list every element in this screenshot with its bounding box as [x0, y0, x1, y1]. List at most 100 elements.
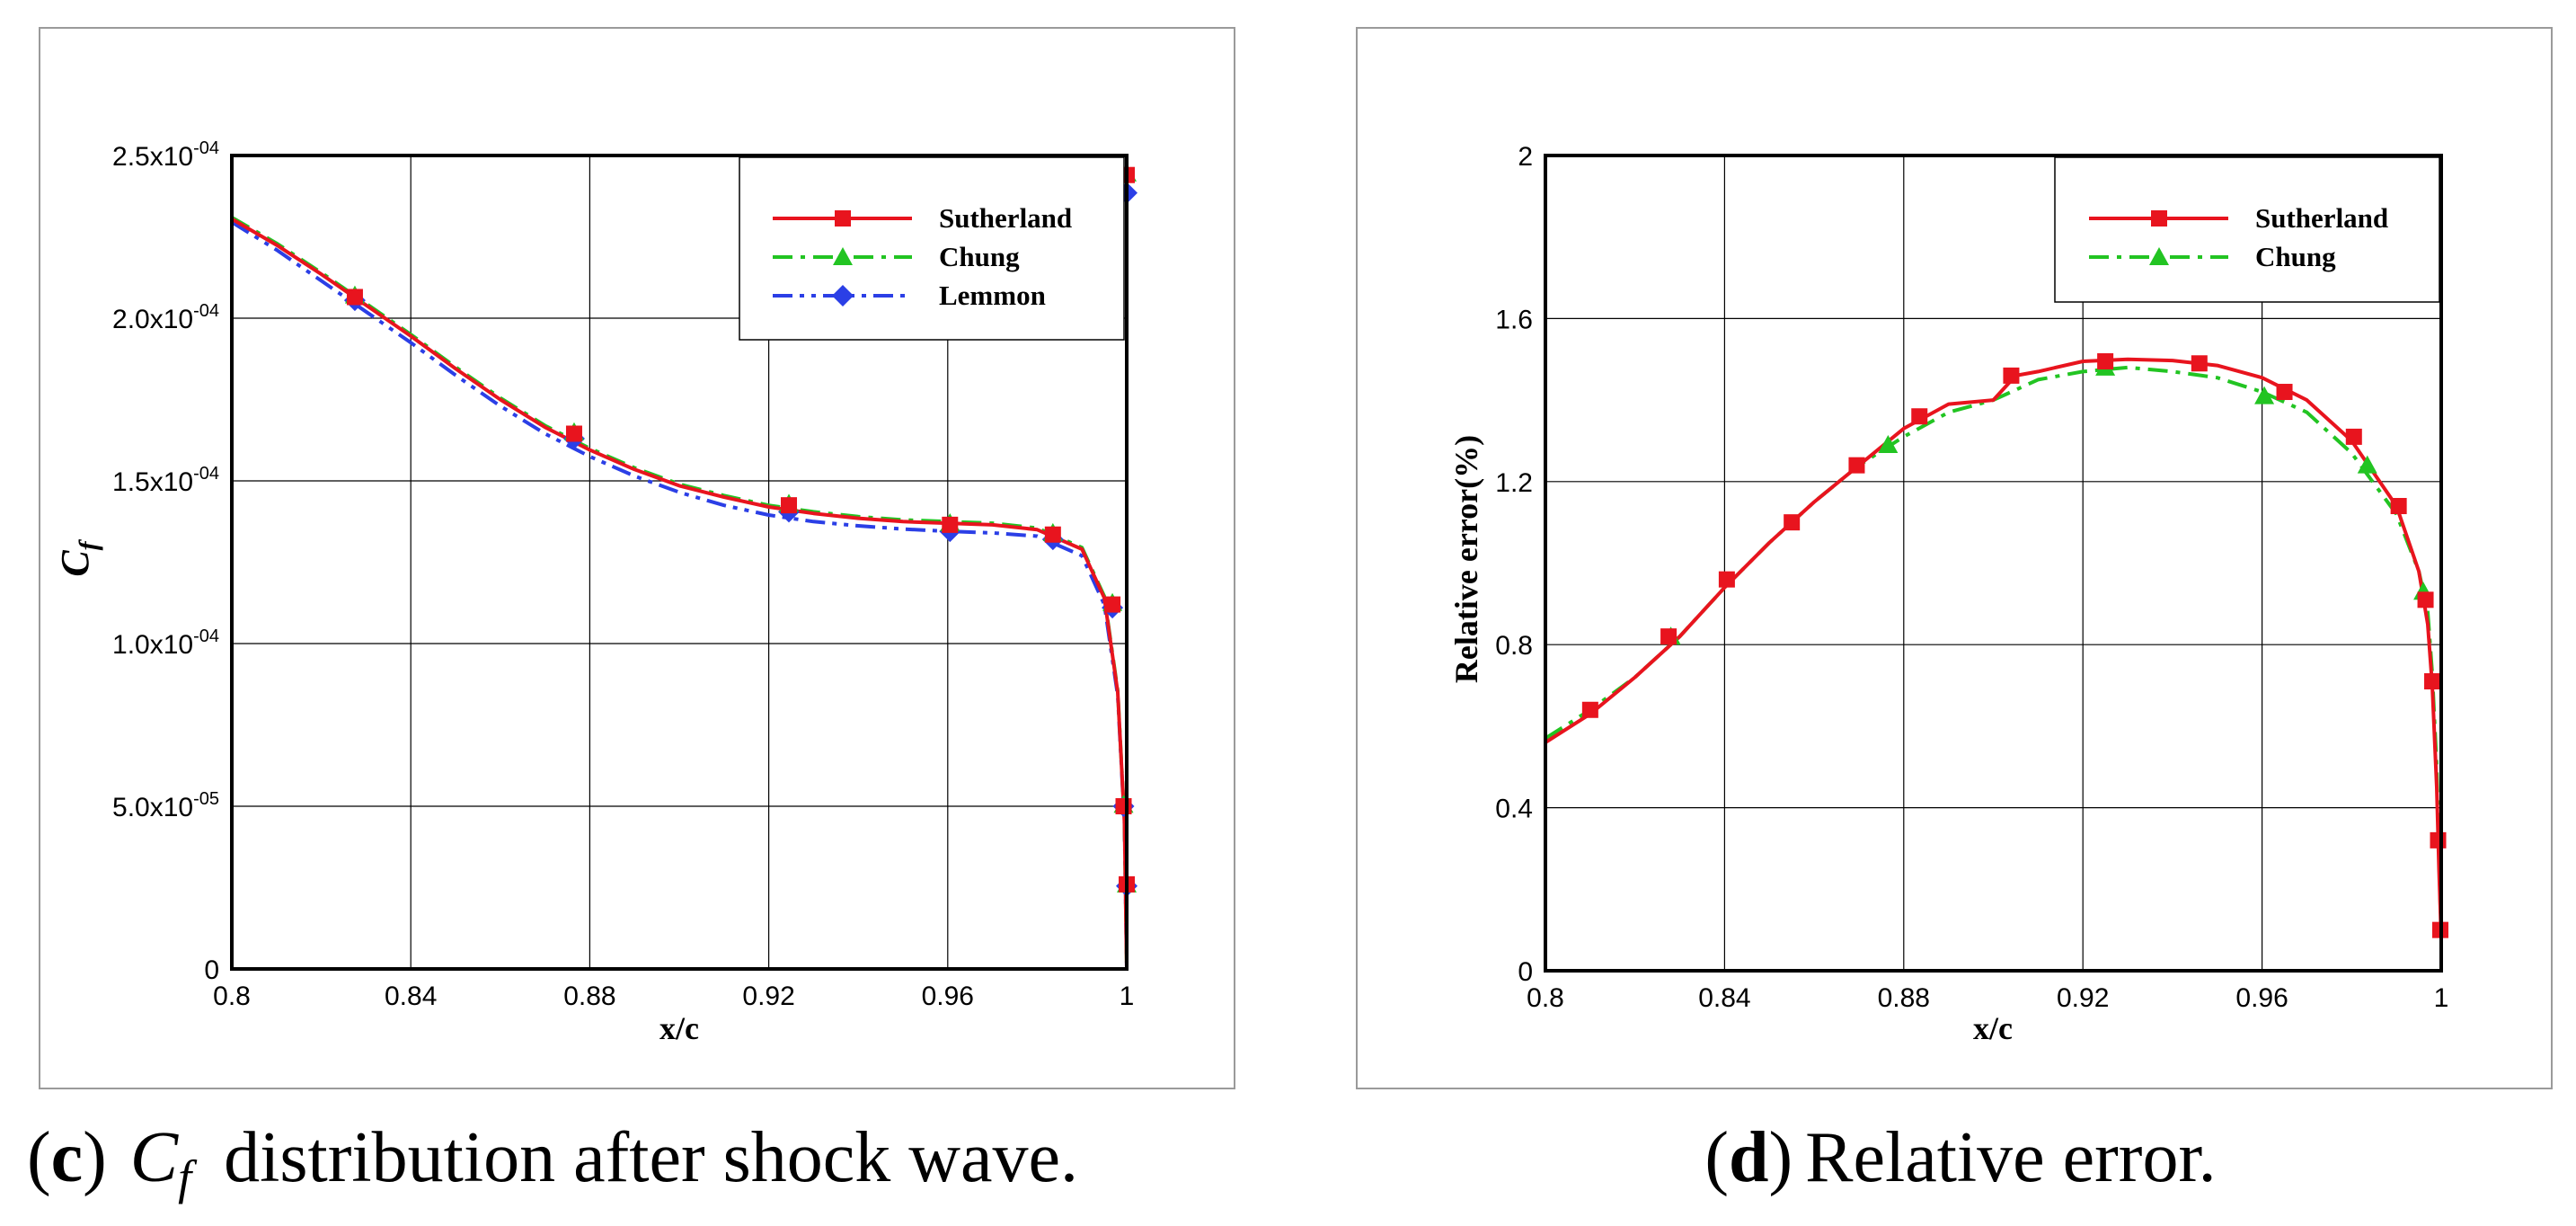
d-x-tick-label: 0.8: [1527, 983, 1564, 1013]
c-y-tick-label: 1.5x10-04: [112, 464, 219, 497]
caption-c-subscript: f: [178, 1150, 198, 1204]
d-y-tick-label: 0: [1518, 957, 1533, 987]
d-sutherland-marker: [2430, 831, 2447, 848]
d-legend-sutherland-label: Sutherland: [2255, 202, 2388, 234]
d-y-tick-base: 2: [1518, 142, 1533, 172]
caption-d-letter: d: [1729, 1118, 1769, 1197]
c-x-tick-label: 0.92: [742, 982, 794, 1011]
c-legend-box: [739, 156, 1125, 341]
d-x-tick-label: 0.92: [2057, 983, 2109, 1013]
d-legend-box: [2054, 156, 2440, 303]
c-sutherland-marker: [1115, 798, 1132, 814]
c-y-tick-base: 1.5x10: [112, 467, 193, 497]
c-x-tick-label: 1: [1120, 982, 1135, 1011]
caption-c-text: distribution after shock wave.: [224, 1118, 1078, 1197]
c-legend-chung-label: Chung: [939, 241, 1020, 272]
panel-d: 0.8 0.84 0.88 0.92 0.96 1 00.40.81.21.62 x/c …: [1356, 27, 2553, 1089]
c-y-tick-exponent: -04: [193, 464, 219, 484]
c-sutherland-marker: [346, 289, 363, 306]
d-plot-border: [1544, 154, 2443, 973]
c-x-tick-label: 0.8: [213, 982, 251, 1011]
c-sutherland-marker: [1044, 526, 1061, 543]
caption-d: (d) Relative error.: [1704, 1118, 2216, 1197]
d-sutherland-marker: [2390, 498, 2407, 515]
c-y-axis-label: Cf: [53, 538, 103, 576]
d-sutherland-marker: [2417, 591, 2434, 609]
c-y-tick-label: 0: [204, 955, 219, 985]
c-x-tick-labels: 0.8 0.84 0.88 0.92 0.96 1: [213, 982, 1134, 1011]
c-legend-chung-marker: [833, 247, 853, 265]
caption-d-text: Relative error.: [1805, 1118, 2217, 1197]
c-legend-sutherland-label: Sutherland: [939, 202, 1072, 234]
d-legend-chung-label: Chung: [2255, 241, 2336, 272]
c-y-tick-base: 1.0x10: [112, 630, 193, 660]
d-y-tick-label: 1.6: [1495, 305, 1533, 334]
d-x-tick-labels: 0.8 0.84 0.88 0.92 0.96 1: [1527, 983, 2448, 1013]
d-y-tick-label: 2: [1518, 142, 1533, 172]
d-chung-marker: [2357, 455, 2377, 474]
d-series-group: [1544, 353, 2449, 938]
d-sutherland-marker: [1784, 514, 1801, 531]
c-y-axis-symbol: C: [53, 550, 97, 577]
d-sutherland-marker: [2424, 673, 2441, 690]
panel-c: 0.8 0.84 0.88 0.92 0.96 1 05.0x10-051.0x10-04…: [39, 27, 1235, 1089]
d-sutherland-marker: [2097, 353, 2114, 370]
c-sutherland-marker: [942, 516, 959, 533]
d-x-tick-label: 0.96: [2235, 983, 2288, 1013]
c-legend: Sutherland Chung Lemmon: [739, 156, 1125, 341]
d-y-tick-base: 0.8: [1495, 631, 1533, 661]
d-y-tick-label: 0.4: [1495, 795, 1533, 824]
c-y-tick-base: 2.0x10: [112, 305, 193, 334]
d-y-tick-base: 0: [1518, 957, 1533, 987]
c-y-tick-label: 5.0x10-05: [112, 789, 219, 822]
caption-c-symbol: C: [130, 1118, 180, 1197]
d-y-tick-labels: 0 0.4 0.8 1.2 1.6 2: [1495, 142, 1533, 987]
d-chung-marker: [1878, 434, 1899, 453]
d-y-tick-label: 1.2: [1495, 468, 1533, 498]
c-y-tick-label: 2.0x10-04: [112, 301, 219, 334]
d-sutherland-marker: [2191, 355, 2208, 372]
d-y-tick-base: 0.4: [1495, 795, 1533, 824]
d-sutherland-marker: [2003, 367, 2020, 384]
caption-c-close: ): [83, 1118, 107, 1197]
c-x-tick-label: 0.96: [922, 982, 974, 1011]
d-x-tick-label: 0.84: [1698, 983, 1750, 1013]
c-y-axis-subscript: f: [74, 538, 103, 550]
d-sutherland-marker: [1848, 457, 1865, 474]
d-chung-marker: [2254, 386, 2275, 404]
c-sutherland-marker: [565, 425, 582, 442]
c-y-tick-base: 0: [204, 955, 219, 985]
c-sutherland-marker: [781, 497, 798, 514]
caption-c-letter: c: [51, 1118, 84, 1197]
d-x-tick-label: 1: [2434, 983, 2449, 1013]
c-x-tick-label: 0.88: [563, 982, 615, 1011]
c-y-tick-exponent: -04: [193, 626, 219, 646]
c-sutherland-marker: [1104, 596, 1121, 613]
d-x-axis-label: x/c: [1973, 1010, 2013, 1046]
c-sutherland-line: [230, 217, 1129, 970]
c-x-tick-label: 0.84: [385, 982, 437, 1011]
c-plot-border: [230, 154, 1129, 971]
d-sutherland-marker: [2345, 428, 2362, 445]
caption-c: (c) Cf distribution after shock wave.: [27, 1118, 1078, 1204]
d-sutherland-marker: [2276, 384, 2293, 401]
d-legend-sutherland-marker: [2151, 210, 2167, 227]
d-y-tick-base: 1.6: [1495, 305, 1533, 334]
c-y-tick-exponent: -05: [193, 789, 219, 809]
d-x-tick-label: 0.88: [1878, 983, 1930, 1013]
d-y-axis-label: Relative error(%): [1448, 435, 1484, 683]
caption-d-close: ): [1768, 1118, 1793, 1197]
c-legend-sutherland-marker: [835, 210, 851, 227]
caption-d-open: (: [1704, 1118, 1729, 1197]
d-sutherland-marker: [1911, 408, 1928, 425]
d-sutherland-marker: [1660, 628, 1677, 645]
c-y-tick-exponent: -04: [193, 301, 219, 321]
c-y-tick-label: 1.0x10-04: [112, 626, 219, 660]
c-legend-lemmon-marker: [832, 285, 854, 306]
c-legend-lemmon-label: Lemmon: [939, 280, 1046, 311]
c-y-tick-base: 2.5x10: [112, 142, 193, 172]
c-y-tick-base: 5.0x10: [112, 793, 193, 822]
d-sutherland-marker: [1718, 571, 1735, 588]
c-lemmon-line: [230, 220, 1129, 970]
